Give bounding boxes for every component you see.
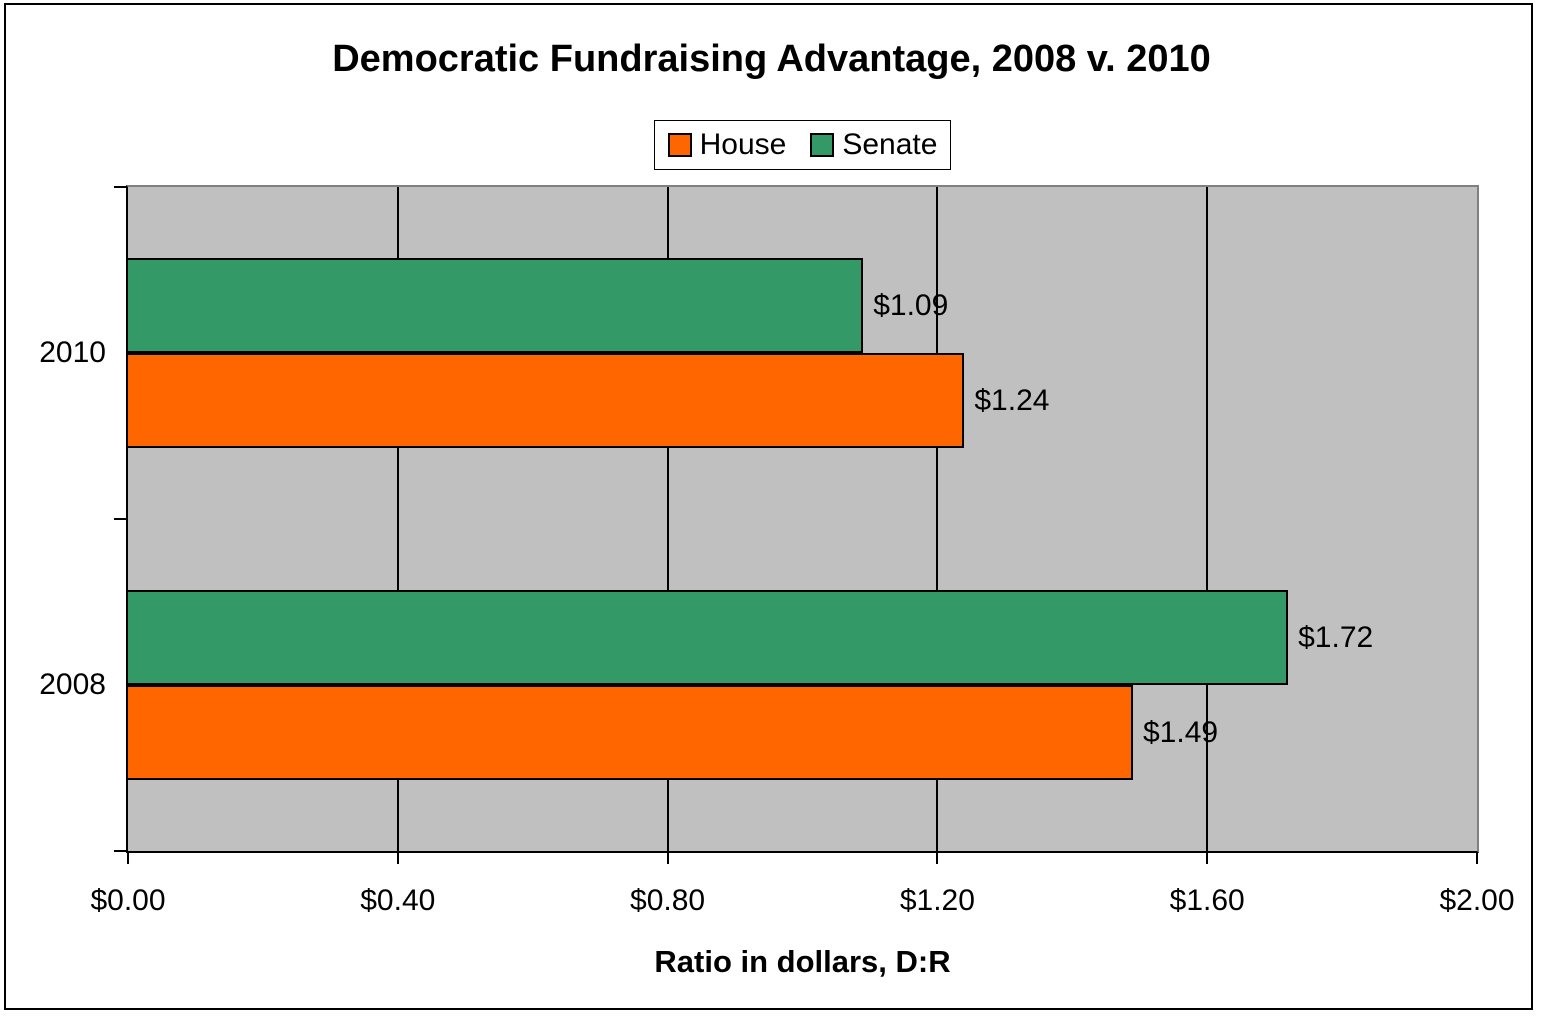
chart-title: Democratic Fundraising Advantage, 2008 v… — [332, 38, 1211, 80]
legend-swatch-senate — [810, 133, 835, 157]
y-axis-category-label-2008: 2008 — [39, 668, 106, 701]
plot-area: $1.09 $1.24 $1.72 $1.49 — [126, 185, 1479, 853]
y-axis-category-label-2010: 2010 — [39, 336, 106, 369]
bar-2008-senate — [128, 590, 1289, 685]
bar-value-label-2010-house: $1.24 — [974, 383, 1050, 417]
gridline-$0.80 — [666, 187, 669, 851]
legend-wrap: House Senate — [128, 120, 1477, 170]
legend-swatch-house — [667, 133, 692, 157]
x-axis-tick — [396, 853, 399, 864]
bar-2010-house — [128, 353, 965, 448]
x-axis-tick-label-$0.40: $0.40 — [360, 884, 436, 917]
legend-label-senate: Senate — [842, 128, 938, 161]
y-axis-tick — [114, 850, 126, 852]
bar-value-label-2010-senate: $1.09 — [873, 288, 949, 322]
bar-value-label-2008-house: $1.49 — [1143, 715, 1219, 749]
x-axis-tick — [1476, 853, 1478, 864]
x-axis-title: Ratio in dollars, D:R — [654, 944, 951, 979]
bar-value-label-2008-senate: $1.72 — [1298, 620, 1374, 654]
x-axis-tick-label-$0.80: $0.80 — [630, 884, 706, 917]
y-axis-tick — [114, 518, 126, 520]
bar-2010-senate — [128, 258, 864, 353]
x-axis-tick — [666, 853, 669, 864]
legend-item-house: House — [667, 128, 787, 161]
x-axis-tick-label-$2.00: $2.00 — [1439, 884, 1515, 917]
y-axis-tick — [114, 186, 126, 188]
gridline-$0.40 — [396, 187, 399, 851]
bar-2008-house — [128, 685, 1133, 780]
legend-item-senate: Senate — [810, 129, 937, 161]
x-axis-tick — [936, 853, 939, 864]
x-axis-tick — [127, 853, 129, 864]
x-axis-tick-label-$1.60: $1.60 — [1169, 884, 1245, 917]
x-axis-tick — [1206, 853, 1209, 864]
gridline-$1.20 — [936, 187, 939, 851]
x-axis-tick-label-$0.00: $0.00 — [90, 884, 166, 917]
legend: House Senate — [653, 120, 952, 170]
gridline-$1.60 — [1206, 187, 1209, 851]
legend-label-house: House — [699, 128, 787, 161]
x-axis-tick-label-$1.20: $1.20 — [899, 884, 975, 917]
